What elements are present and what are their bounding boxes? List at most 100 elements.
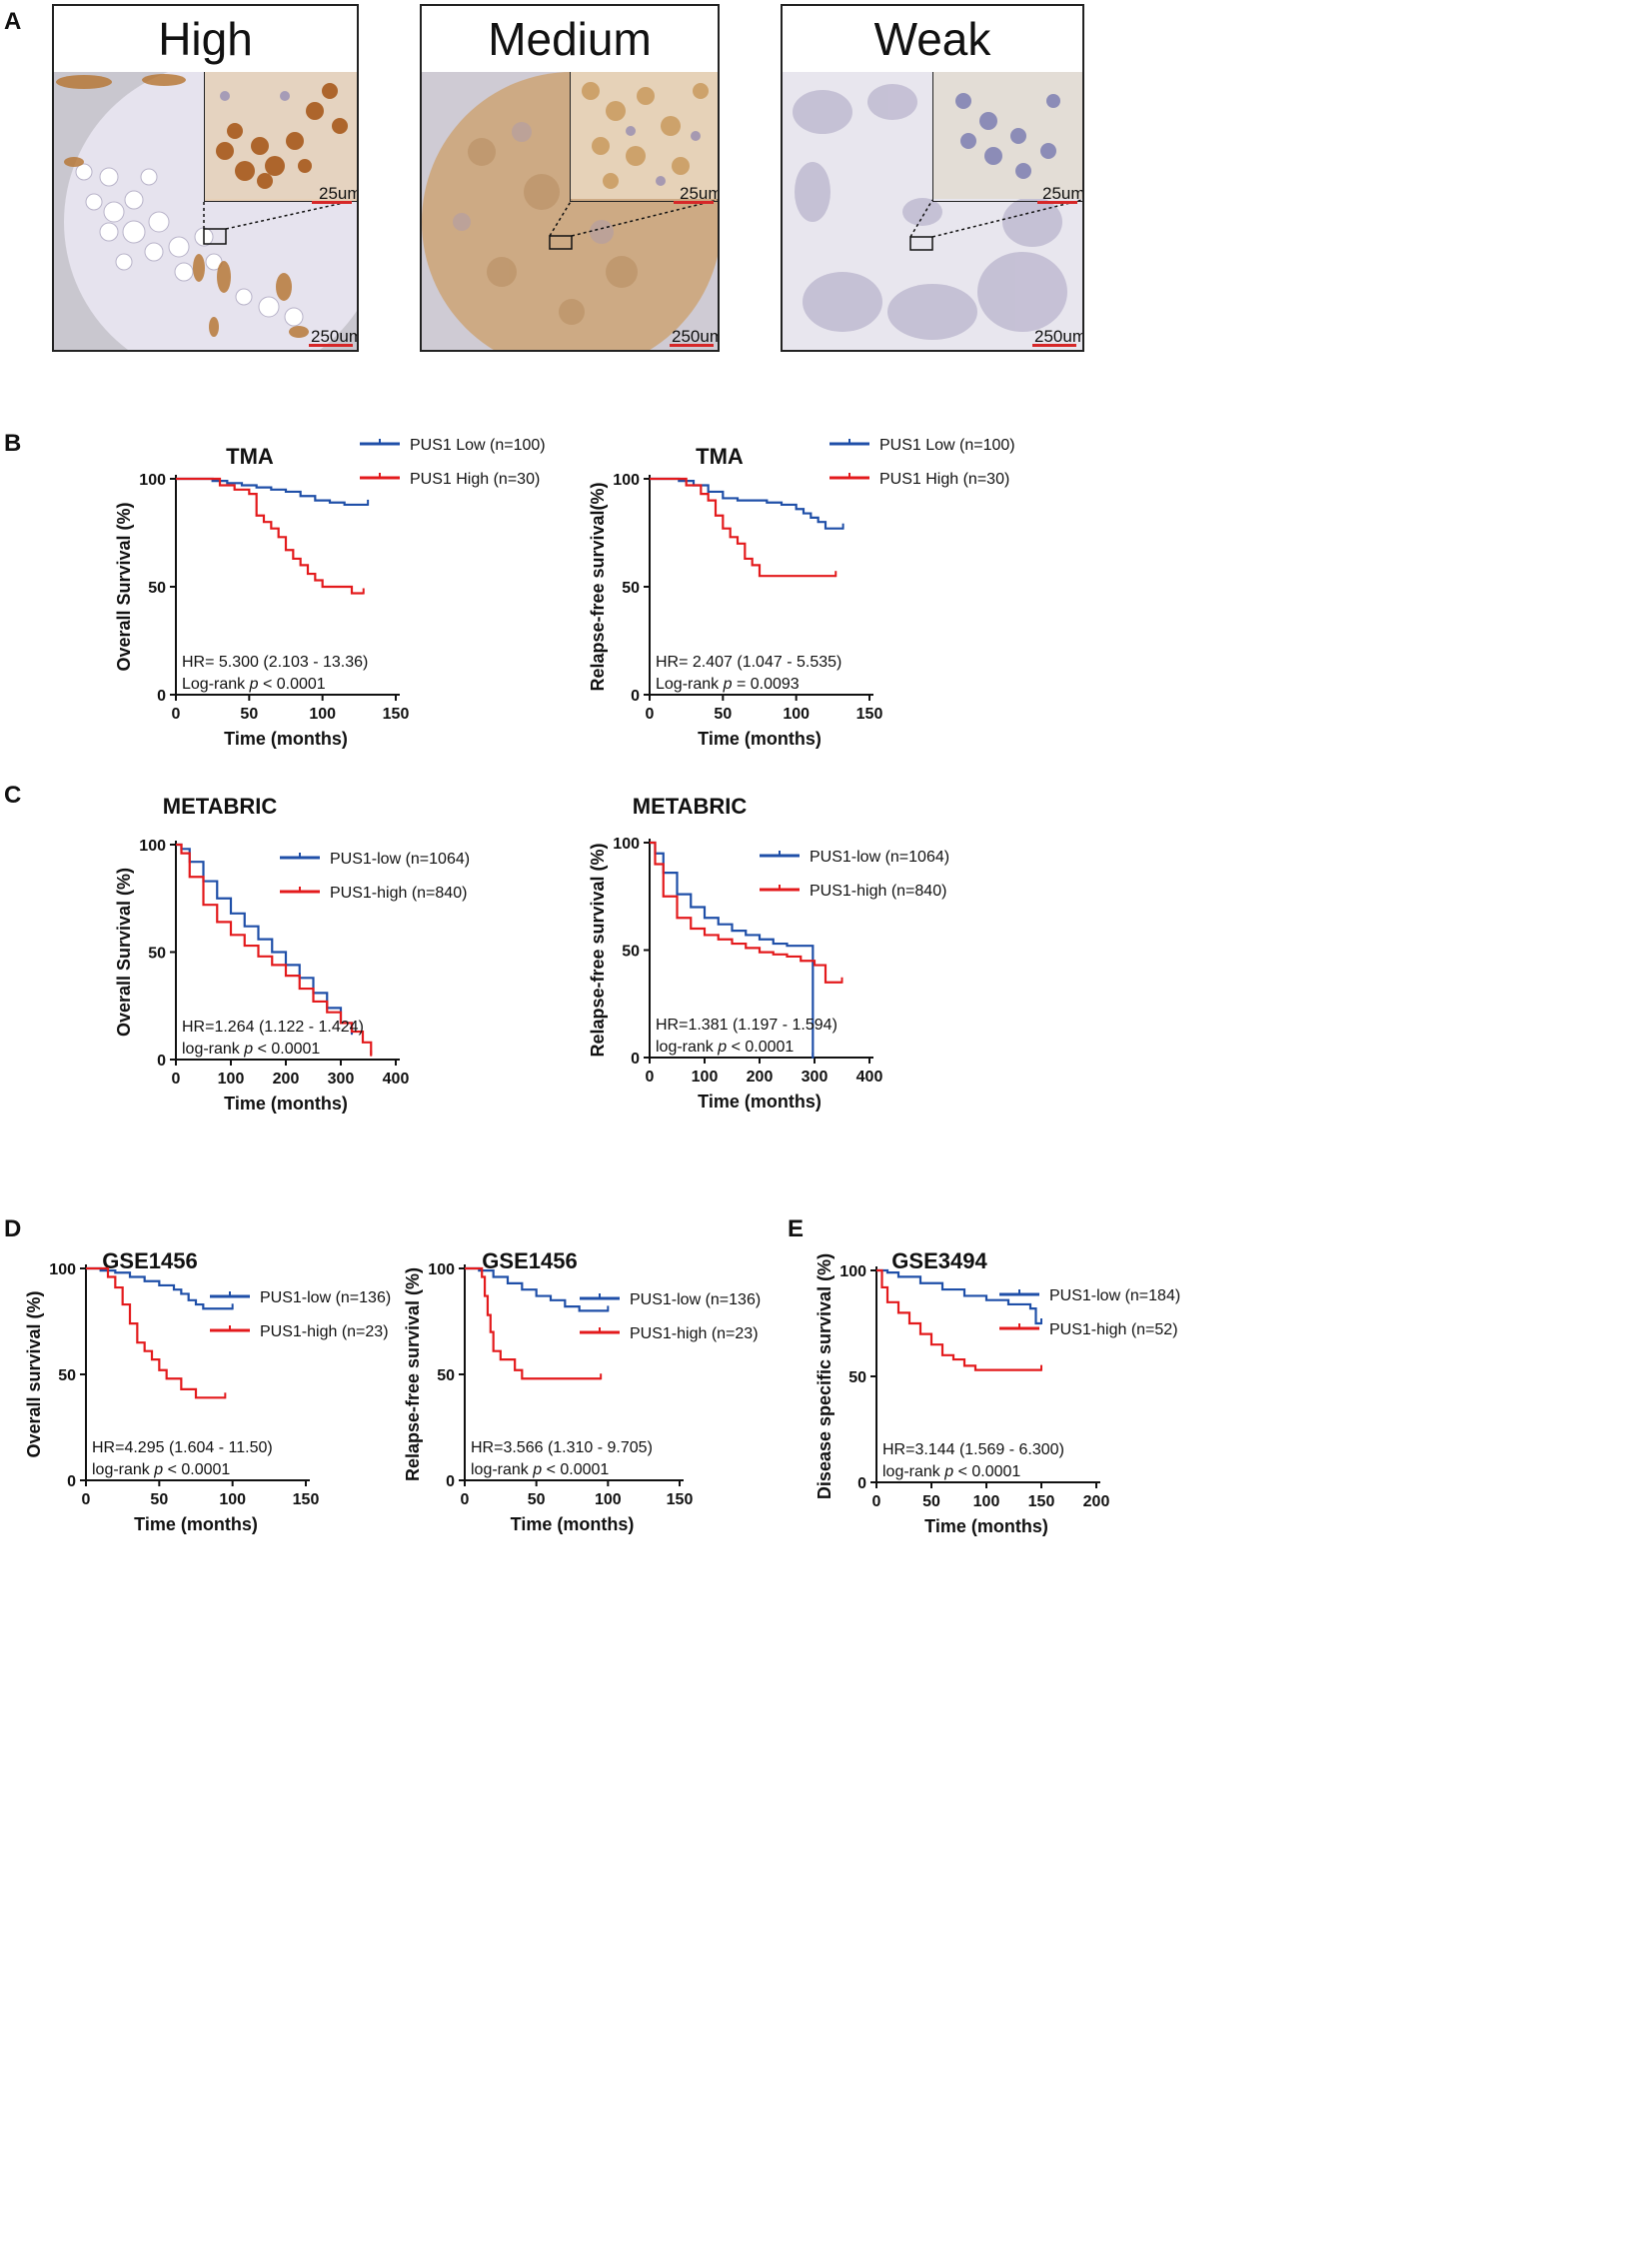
legend-label-high: PUS1 High (n=30) bbox=[410, 471, 540, 488]
inset-cells-high bbox=[205, 72, 357, 199]
x-tick-label: 0 bbox=[646, 1069, 655, 1086]
ihc-title-high: High bbox=[54, 6, 357, 74]
inset-scale-label-weak: 25um bbox=[1042, 184, 1082, 203]
ihc-image-high: 25um 250um bbox=[54, 72, 357, 350]
legend-label-low: PUS1-low (n=1064) bbox=[330, 851, 470, 868]
km-chart-metabric-os: METABRIC 0 100 200 300 400 0 50 100 Time (months)… bbox=[114, 794, 470, 1114]
x-tick-label: 300 bbox=[328, 1071, 355, 1088]
logrank-text: Log-rank p < 0.0001 bbox=[182, 676, 326, 693]
logrank-text: log-rank p < 0.0001 bbox=[182, 1041, 320, 1058]
ihc-title-weak: Weak bbox=[783, 6, 1082, 74]
x-tick-label: 200 bbox=[1083, 1493, 1110, 1510]
km-curve-high bbox=[465, 1266, 602, 1380]
x-tick-label: 150 bbox=[856, 706, 883, 723]
x-tick-label: 200 bbox=[273, 1071, 300, 1088]
y-axis-label: Relapse-free survival (%) bbox=[588, 843, 608, 1057]
y-axis-label: Overall Survival (%) bbox=[114, 502, 134, 671]
km-curve-high bbox=[86, 1266, 226, 1399]
logrank-text: log-rank p < 0.0001 bbox=[882, 1463, 1020, 1480]
km-curve-low bbox=[465, 1266, 609, 1312]
logrank-text: log-rank p < 0.0001 bbox=[92, 1461, 230, 1478]
y-tick-label: 50 bbox=[58, 1367, 76, 1384]
legend-label-high: PUS1-high (n=840) bbox=[330, 885, 467, 902]
panel-letter-c: C bbox=[4, 782, 22, 809]
y-axis-label: Overall survival (%) bbox=[24, 1290, 44, 1457]
y-tick-label: 0 bbox=[157, 688, 166, 705]
x-tick-label: 400 bbox=[383, 1071, 410, 1088]
hazard-ratio-text: HR=3.144 (1.569 - 6.300) bbox=[882, 1441, 1064, 1458]
logrank-value: < 0.0001 bbox=[259, 676, 326, 693]
x-axis-label: Time (months) bbox=[698, 1092, 822, 1112]
inset-cells-weak bbox=[933, 72, 1082, 199]
y-axis-label: Relapse-free survival(%) bbox=[588, 482, 608, 691]
main-scale-bar-high bbox=[309, 344, 353, 347]
inset-cells-medium bbox=[571, 72, 718, 199]
logrank-p: p bbox=[243, 1041, 253, 1058]
y-tick-label: 100 bbox=[428, 1261, 455, 1278]
main-scale-label-medium: 250um bbox=[672, 327, 718, 346]
km-curve-low bbox=[176, 843, 354, 1035]
km-curve-low bbox=[650, 841, 815, 1058]
ihc-panel-medium: Medium bbox=[420, 4, 720, 352]
x-axis-label: Time (months) bbox=[134, 1514, 258, 1534]
hazard-ratio-text: HR=3.566 (1.310 - 9.705) bbox=[471, 1439, 653, 1456]
logrank-prefix: Log-rank bbox=[182, 676, 250, 693]
chart-title: METABRIC bbox=[633, 794, 748, 819]
logrank-text: log-rank p < 0.0001 bbox=[656, 1039, 794, 1056]
km-curve-high bbox=[176, 477, 364, 595]
logrank-p: p bbox=[249, 676, 259, 693]
km-curve-low bbox=[876, 1268, 1041, 1325]
y-tick-label: 0 bbox=[446, 1473, 455, 1490]
logrank-text: log-rank p < 0.0001 bbox=[471, 1461, 609, 1478]
x-tick-label: 100 bbox=[219, 1491, 246, 1508]
legend-label-high: PUS1-high (n=52) bbox=[1049, 1321, 1178, 1338]
hazard-ratio-text: HR=4.295 (1.604 - 11.50) bbox=[92, 1439, 273, 1456]
legend-label-low: PUS1-low (n=136) bbox=[630, 1291, 761, 1308]
x-tick-label: 200 bbox=[747, 1069, 774, 1086]
y-tick-label: 100 bbox=[49, 1261, 76, 1278]
y-tick-label: 50 bbox=[622, 580, 640, 597]
x-tick-label: 50 bbox=[922, 1493, 940, 1510]
x-tick-label: 0 bbox=[172, 1071, 181, 1088]
logrank-prefix: Log-rank bbox=[656, 676, 724, 693]
km-chart-tma-os: TMA 0 50 100 150 0 50 100 Time (months) Overall S… bbox=[114, 437, 546, 749]
y-tick-label: 50 bbox=[148, 946, 166, 963]
x-tick-label: 0 bbox=[461, 1491, 470, 1508]
logrank-p: p bbox=[532, 1461, 542, 1478]
chart-title: TMA bbox=[696, 444, 744, 469]
main-scale-label-weak: 250um bbox=[1034, 327, 1082, 346]
main-scale-bar-medium bbox=[670, 344, 714, 347]
y-tick-label: 50 bbox=[437, 1367, 455, 1384]
y-axis-label: Overall Survival (%) bbox=[114, 868, 134, 1037]
logrank-p: p bbox=[717, 1039, 727, 1056]
x-axis-label: Time (months) bbox=[224, 1094, 348, 1114]
chart-title: METABRIC bbox=[163, 794, 278, 819]
hazard-ratio-text: HR= 5.300 (2.103 - 13.36) bbox=[182, 654, 368, 671]
legend-label-low: PUS1-low (n=1064) bbox=[810, 849, 949, 866]
inset-scale-bar-weak bbox=[1037, 201, 1077, 204]
x-tick-label: 0 bbox=[646, 706, 655, 723]
legend-label-high: PUS1-high (n=23) bbox=[630, 1325, 759, 1342]
km-curve-high bbox=[650, 477, 836, 578]
hazard-ratio-text: HR= 2.407 (1.047 - 5.535) bbox=[656, 654, 841, 671]
inset-scale-label-high: 25um bbox=[319, 184, 357, 203]
ihc-image-medium: 25um 250um bbox=[422, 72, 718, 350]
legend-label-low: PUS1 Low (n=100) bbox=[410, 437, 546, 454]
inset-scale-label-medium: 25um bbox=[680, 184, 718, 203]
y-tick-label: 100 bbox=[613, 472, 640, 489]
y-tick-label: 50 bbox=[848, 1369, 866, 1386]
x-tick-label: 100 bbox=[783, 706, 810, 723]
logrank-prefix: log-rank bbox=[182, 1041, 244, 1058]
logrank-p: p bbox=[943, 1463, 953, 1480]
x-tick-label: 100 bbox=[692, 1069, 719, 1086]
x-tick-label: 300 bbox=[802, 1069, 828, 1086]
ihc-title-medium: Medium bbox=[422, 6, 718, 74]
x-tick-label: 0 bbox=[872, 1493, 881, 1510]
panel-letter-a: A bbox=[4, 8, 22, 35]
x-tick-label: 50 bbox=[240, 706, 258, 723]
x-tick-label: 100 bbox=[218, 1071, 245, 1088]
y-tick-label: 100 bbox=[139, 472, 166, 489]
km-chart-tma-rfs: TMA 0 50 100 150 0 50 100 Time (months) Relapse-f… bbox=[588, 437, 1015, 749]
inset-medium bbox=[570, 72, 718, 202]
y-tick-label: 0 bbox=[857, 1475, 866, 1492]
